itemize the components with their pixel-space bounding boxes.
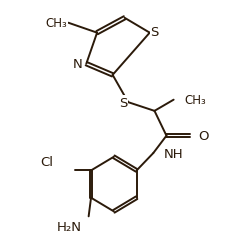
Text: S: S bbox=[150, 26, 159, 39]
Text: S: S bbox=[119, 97, 128, 110]
Text: N: N bbox=[73, 58, 83, 71]
Text: NH: NH bbox=[164, 147, 184, 160]
Text: CH₃: CH₃ bbox=[45, 17, 67, 30]
Text: Cl: Cl bbox=[40, 156, 53, 168]
Text: CH₃: CH₃ bbox=[184, 94, 206, 107]
Text: H₂N: H₂N bbox=[57, 220, 82, 233]
Text: O: O bbox=[199, 130, 209, 142]
